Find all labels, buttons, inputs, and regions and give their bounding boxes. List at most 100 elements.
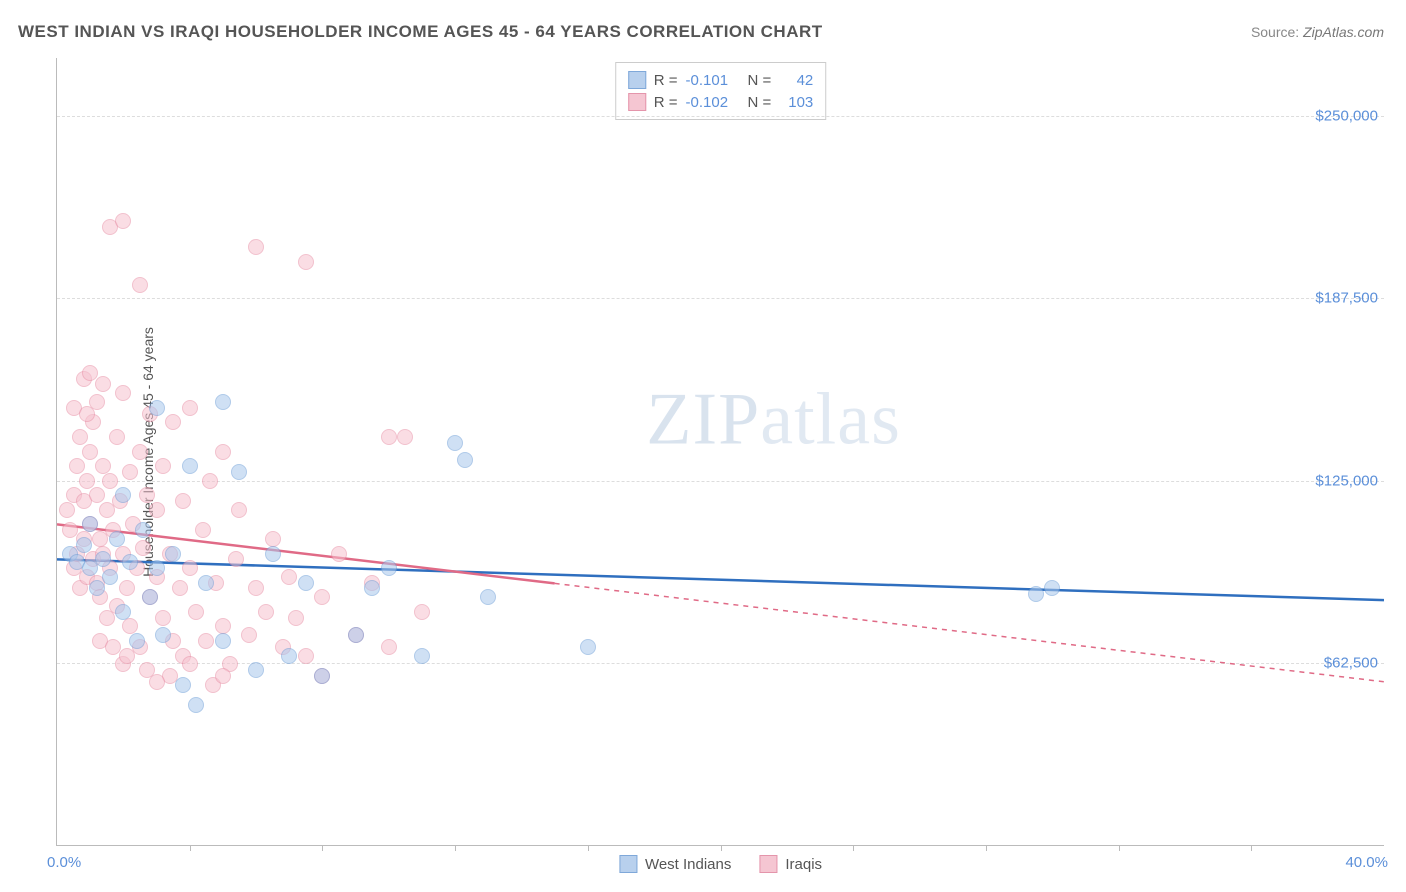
- data-point-pink: [314, 589, 330, 605]
- data-point-pink: [248, 580, 264, 596]
- data-point-pink: [82, 444, 98, 460]
- gridline: [57, 481, 1384, 482]
- data-point-pink: [72, 429, 88, 445]
- data-point-pink: [215, 668, 231, 684]
- data-point-blue: [135, 522, 151, 538]
- data-point-pink: [288, 610, 304, 626]
- data-point-pink: [202, 473, 218, 489]
- data-point-pink: [102, 473, 118, 489]
- series-legend-item-pink: Iraqis: [759, 855, 822, 873]
- y-tick-label: $62,500: [1324, 654, 1378, 671]
- gridline: [57, 298, 1384, 299]
- x-tick: [588, 845, 589, 851]
- legend-n-value: 42: [779, 72, 813, 89]
- data-point-blue: [115, 487, 131, 503]
- data-point-blue: [215, 394, 231, 410]
- data-point-pink: [381, 429, 397, 445]
- data-point-blue: [165, 546, 181, 562]
- data-point-blue: [188, 697, 204, 713]
- data-point-pink: [115, 385, 131, 401]
- data-point-blue: [1044, 580, 1060, 596]
- chart-title: WEST INDIAN VS IRAQI HOUSEHOLDER INCOME …: [18, 22, 823, 42]
- data-point-pink: [139, 487, 155, 503]
- data-point-pink: [109, 429, 125, 445]
- data-point-blue: [381, 560, 397, 576]
- data-point-pink: [182, 560, 198, 576]
- correlation-legend: R =-0.101N =42R =-0.102N =103: [615, 62, 827, 120]
- data-point-blue: [182, 458, 198, 474]
- data-point-pink: [298, 254, 314, 270]
- trend-lines: [57, 58, 1384, 845]
- data-point-pink: [132, 444, 148, 460]
- legend-swatch-pink: [628, 93, 646, 111]
- data-point-blue: [109, 531, 125, 547]
- data-point-pink: [155, 458, 171, 474]
- data-point-blue: [89, 580, 105, 596]
- data-point-pink: [298, 648, 314, 664]
- data-point-pink: [95, 376, 111, 392]
- series-name-pink: Iraqis: [785, 856, 822, 873]
- x-tick: [322, 845, 323, 851]
- source-value: ZipAtlas.com: [1303, 24, 1384, 40]
- data-point-pink: [89, 394, 105, 410]
- y-tick-label: $187,500: [1315, 290, 1378, 307]
- trend-line-pink-extrap: [555, 583, 1384, 681]
- data-point-pink: [165, 414, 181, 430]
- data-point-blue: [149, 560, 165, 576]
- x-tick: [853, 845, 854, 851]
- data-point-blue: [102, 569, 118, 585]
- legend-row-pink: R =-0.102N =103: [628, 91, 814, 113]
- data-point-pink: [258, 604, 274, 620]
- data-point-blue: [457, 452, 473, 468]
- data-point-blue: [364, 580, 380, 596]
- data-point-pink: [115, 213, 131, 229]
- series-name-blue: West Indians: [645, 856, 731, 873]
- data-point-pink: [228, 551, 244, 567]
- data-point-blue: [248, 662, 264, 678]
- data-point-pink: [195, 522, 211, 538]
- data-point-pink: [331, 546, 347, 562]
- data-point-pink: [132, 277, 148, 293]
- data-point-pink: [198, 633, 214, 649]
- data-point-blue: [215, 633, 231, 649]
- data-point-pink: [59, 502, 75, 518]
- legend-n-label: N =: [748, 72, 772, 89]
- data-point-blue: [155, 627, 171, 643]
- data-point-blue: [281, 648, 297, 664]
- data-point-blue: [265, 546, 281, 562]
- legend-n-value: 103: [779, 94, 813, 111]
- x-tick: [721, 845, 722, 851]
- data-point-blue: [95, 551, 111, 567]
- data-point-pink: [241, 627, 257, 643]
- series-legend-item-blue: West Indians: [619, 855, 731, 873]
- data-point-pink: [119, 648, 135, 664]
- data-point-pink: [281, 569, 297, 585]
- data-point-pink: [149, 674, 165, 690]
- data-point-blue: [580, 639, 596, 655]
- legend-r-value: -0.101: [686, 72, 740, 89]
- data-point-pink: [79, 473, 95, 489]
- gridline: [57, 116, 1384, 117]
- x-tick: [1251, 845, 1252, 851]
- data-point-pink: [248, 239, 264, 255]
- data-point-blue: [129, 633, 145, 649]
- data-point-pink: [231, 502, 247, 518]
- data-point-pink: [182, 400, 198, 416]
- data-point-blue: [314, 668, 330, 684]
- x-axis-min-label: 0.0%: [47, 854, 81, 871]
- data-point-pink: [135, 540, 151, 556]
- legend-n-label: N =: [748, 94, 772, 111]
- data-point-blue: [231, 464, 247, 480]
- legend-swatch-blue: [628, 71, 646, 89]
- data-point-pink: [69, 458, 85, 474]
- data-point-pink: [381, 639, 397, 655]
- data-point-blue: [1028, 586, 1044, 602]
- data-point-blue: [149, 400, 165, 416]
- data-point-pink: [155, 610, 171, 626]
- plot-area: Householder Income Ages 45 - 64 years ZI…: [56, 58, 1384, 846]
- data-point-pink: [397, 429, 413, 445]
- series-swatch-blue: [619, 855, 637, 873]
- x-axis-max-label: 40.0%: [1345, 854, 1388, 871]
- data-point-blue: [348, 627, 364, 643]
- data-point-blue: [142, 589, 158, 605]
